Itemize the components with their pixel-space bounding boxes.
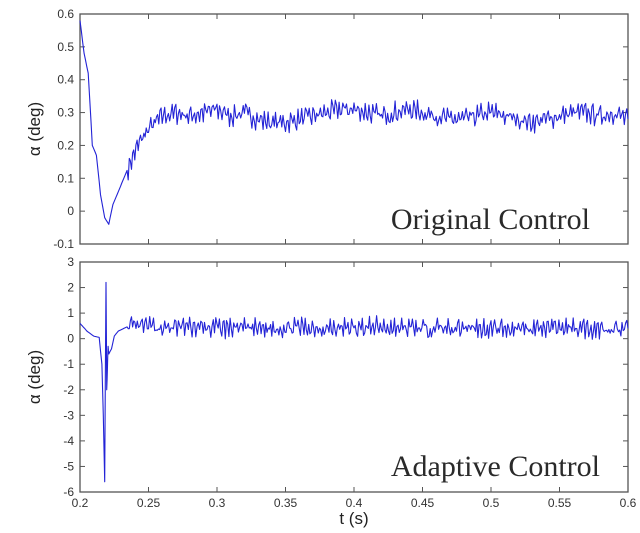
- x-tick-label: 0.3: [209, 496, 226, 510]
- top-y-tick-label: 0: [67, 204, 74, 218]
- x-tick-label: 0.35: [274, 496, 298, 510]
- x-tick-label: 0.2: [72, 496, 89, 510]
- x-tick-label: 0.5: [483, 496, 500, 510]
- bottom-panel-title: Adaptive Control: [391, 450, 600, 483]
- bottom-y-tick-label: 3: [67, 255, 74, 269]
- bottom-y-tick-label: -4: [63, 434, 74, 448]
- bottom-y-tick-labels: 3 2 1 0 -1 -2 -3 -4 -5 -6: [63, 255, 74, 499]
- bottom-y-tick-label: 0: [67, 332, 74, 346]
- bottom-x-ticks: [79, 262, 629, 492]
- top-y-tick-label: 0.3: [57, 106, 74, 120]
- x-tick-label: 0.25: [137, 496, 161, 510]
- bottom-y-tick-label: 2: [67, 281, 74, 295]
- bottom-series-line: [79, 281, 629, 483]
- bottom-y-tick-label: 1: [67, 306, 74, 320]
- top-y-axis-label: α (deg): [25, 102, 44, 156]
- top-y-tick-label: -0.1: [53, 237, 74, 251]
- bottom-y-tick-label: -2: [63, 383, 74, 397]
- top-panel: 0.6 0.5 0.4 0.3 0.2 0.1 0 -0.1 Original Control…: [25, 7, 629, 251]
- top-y-tick-label: 0.4: [57, 73, 74, 87]
- top-y-tick-label: 0.5: [57, 40, 74, 54]
- x-axis-label: t (s): [339, 509, 368, 528]
- top-y-tick-label: 0.6: [57, 7, 74, 21]
- bottom-x-tick-labels: 0.2 0.25 0.3 0.35 0.4 0.45 0.5 0.55 0.6: [72, 496, 637, 510]
- x-tick-label: 0.4: [346, 496, 363, 510]
- bottom-y-tick-label: -1: [63, 357, 74, 371]
- bottom-y-tick-label: -5: [63, 459, 74, 473]
- top-y-tick-labels: 0.6 0.5 0.4 0.3 0.2 0.1 0 -0.1: [53, 7, 74, 251]
- top-y-ticks: [80, 13, 628, 245]
- bottom-y-tick-label: -3: [63, 408, 74, 422]
- bottom-y-ticks: [80, 261, 628, 493]
- top-panel-title: Original Control: [391, 203, 590, 236]
- top-series-line: [79, 20, 629, 225]
- x-tick-label: 0.45: [411, 496, 435, 510]
- top-y-tick-label: 0.2: [57, 138, 74, 152]
- bottom-y-tick-label: -6: [63, 485, 74, 499]
- x-tick-label: 0.6: [620, 496, 637, 510]
- top-y-tick-label: 0.1: [57, 171, 74, 185]
- bottom-y-axis-label: α (deg): [25, 350, 44, 404]
- top-x-ticks: [79, 14, 629, 244]
- x-tick-label: 0.55: [548, 496, 572, 510]
